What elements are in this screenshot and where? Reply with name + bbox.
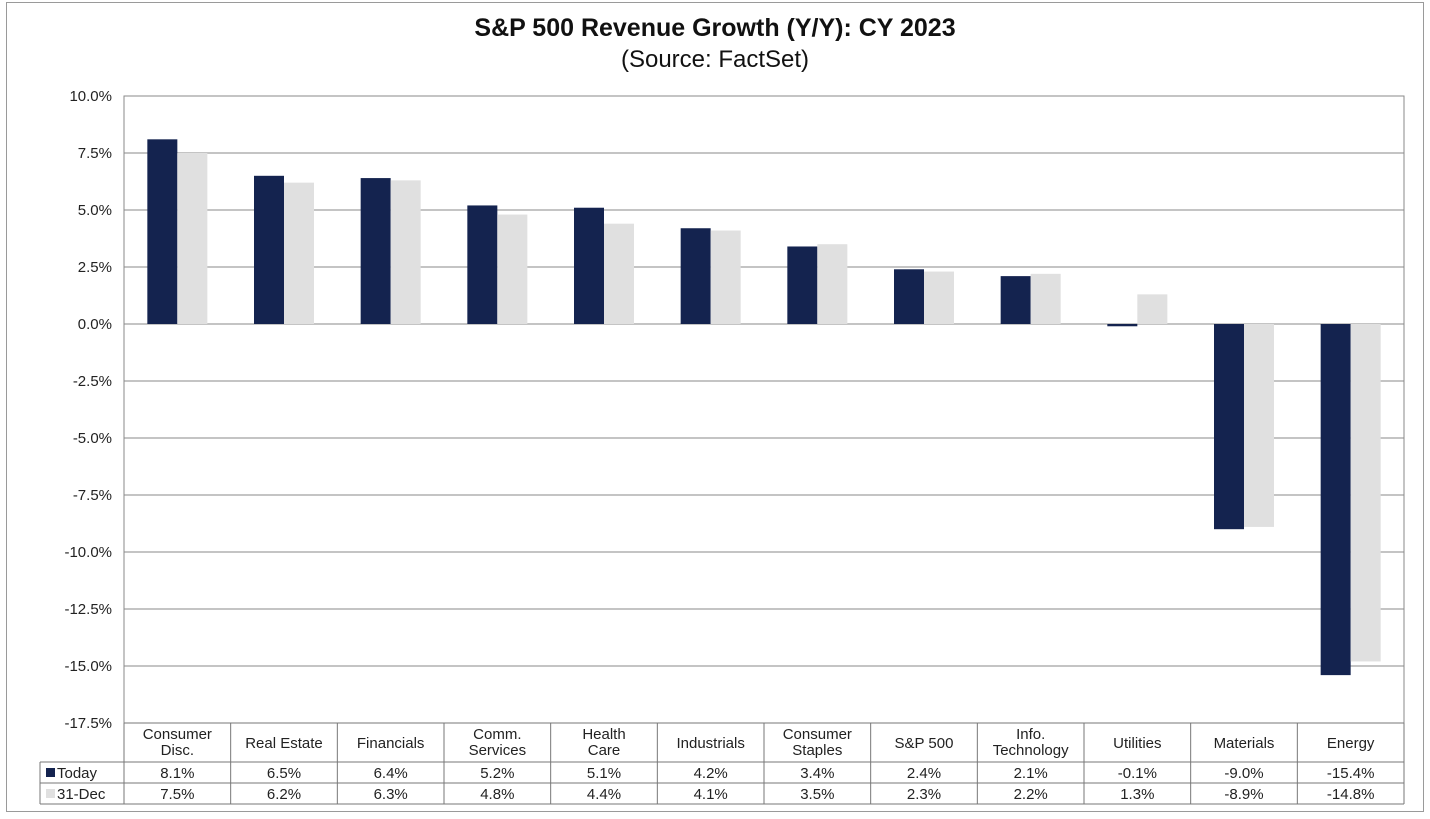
data-label: -14.8% [1327,786,1375,803]
plot-area-border [123,95,1405,724]
data-label: -0.1% [1118,765,1157,782]
data-label: -9.0% [1224,765,1263,782]
data-label: -8.9% [1224,786,1263,803]
data-label: 4.2% [694,765,728,782]
category-label: Consumer Staples [783,726,852,759]
data-label: 2.1% [1014,765,1048,782]
category-label: Real Estate [245,735,323,752]
data-label: 6.2% [267,786,301,803]
data-label: 6.5% [267,765,301,782]
category-label: Energy [1327,735,1375,752]
bar-today-9 [1107,324,1138,327]
y-tick-label: 10.0% [69,88,112,105]
data-label: 5.1% [587,765,621,782]
bar-31-dec-11 [1350,324,1381,662]
bar-31-dec-8 [1030,273,1061,324]
bar-today-2 [360,178,391,324]
data-label: 2.3% [907,786,941,803]
category-label: Materials [1214,735,1275,752]
y-tick-label: 5.0% [78,202,112,219]
bar-31-dec-3 [497,214,528,324]
category-label: S&P 500 [895,735,954,752]
data-label: 4.1% [694,786,728,803]
bar-today-1 [254,175,284,324]
data-label: 4.8% [480,786,514,803]
y-tick-label: -15.0% [64,658,112,675]
chart-subtitle: (Source: FactSet) [620,46,810,73]
data-label: 3.5% [800,786,834,803]
y-tick-label: 0.0% [78,316,112,333]
bar-31-dec-10 [1244,324,1274,527]
category-label: Health Care [582,726,625,759]
bar-today-3 [467,205,498,324]
bar-today-4 [574,207,604,324]
bar-today-7 [894,269,924,324]
bar-today-11 [1320,324,1351,676]
y-tick-label: -12.5% [64,601,112,618]
data-label: 5.2% [480,765,514,782]
legend-label: 31-Dec [57,786,106,803]
data-label: 7.5% [160,786,194,803]
bar-31-dec-6 [817,244,848,324]
data-label: 3.4% [800,765,834,782]
bar-today-6 [787,246,818,324]
category-label: Comm. Services [469,726,527,759]
y-tick-label: -2.5% [73,373,112,390]
y-tick-label: -5.0% [73,430,112,447]
bar-31-dec-1 [284,182,314,324]
bar-today-0 [147,139,178,324]
bar-today-8 [1000,276,1031,324]
legend-swatch-today [46,768,55,777]
y-tick-label: -17.5% [64,715,112,732]
y-tick-label: -7.5% [73,487,112,504]
y-tick-label: -10.0% [64,544,112,561]
category-label: Financials [357,735,425,752]
bar-31-dec-5 [710,230,741,324]
chart-frame [6,2,1424,812]
bar-31-dec-7 [924,271,954,324]
bar-today-5 [680,228,711,324]
legend-swatch-31-dec [46,789,55,798]
bar-31-dec-9 [1137,294,1168,324]
category-label: Industrials [676,735,744,752]
y-tick-label: 2.5% [78,259,112,276]
bar-31-dec-2 [390,180,421,324]
data-label: 2.2% [1014,786,1048,803]
bar-31-dec-4 [604,223,634,324]
legend-label: Today [57,765,98,782]
data-label: 2.4% [907,765,941,782]
data-label: 1.3% [1120,786,1154,803]
data-label: 6.4% [374,765,408,782]
category-label: Utilities [1113,735,1161,752]
chart-title: S&P 500 Revenue Growth (Y/Y): CY 2023 [474,14,956,42]
category-label: Info. Technology [993,726,1069,759]
category-label: Consumer Disc. [143,726,212,759]
bar-31-dec-0 [177,153,208,324]
data-label: 8.1% [160,765,194,782]
bar-today-10 [1214,324,1244,530]
data-label: 6.3% [374,786,408,803]
y-tick-label: 7.5% [78,145,112,162]
data-label: 4.4% [587,786,621,803]
data-label: -15.4% [1327,765,1375,782]
